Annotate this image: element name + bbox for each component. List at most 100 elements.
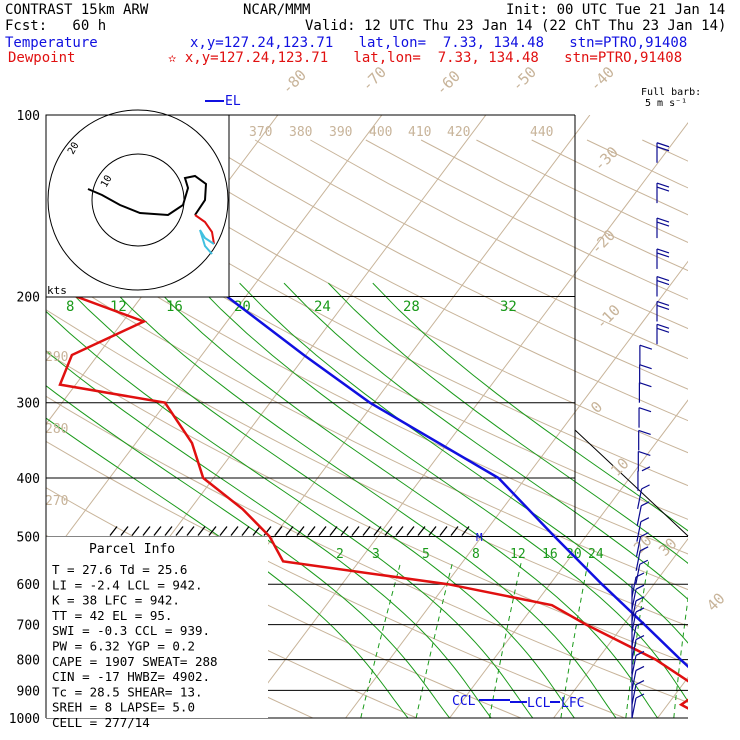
mixing-ratio-label: 16 xyxy=(542,547,558,562)
wind-barb xyxy=(631,670,637,691)
wind-barb-flag xyxy=(635,596,645,602)
dry-adiabat-line xyxy=(199,139,688,390)
wind-barb-flag xyxy=(639,546,649,552)
wind-barb xyxy=(631,611,637,633)
mixing-ratio-line xyxy=(360,561,402,718)
parcel-info-row: CELL = 277/14 xyxy=(52,715,150,730)
parcel-info-panel xyxy=(46,536,268,718)
valid-time: Valid: 12 UTC Thu 23 Jan 14 (22 ChT Thu … xyxy=(305,18,727,34)
hodograph-trace-black xyxy=(87,174,208,217)
isotherm-label: -80 xyxy=(278,66,310,98)
hodograph-ring-label: 10 xyxy=(99,174,115,190)
wind-barb-flag xyxy=(635,680,645,686)
pressure-label-200: 200 xyxy=(17,291,40,306)
wind-barb xyxy=(631,639,637,660)
dry-adiabat-label: 380 xyxy=(289,125,312,140)
isotherm-label: -30 xyxy=(590,143,622,175)
dry-adiabat-line xyxy=(46,351,688,665)
lfc-label: LFC xyxy=(561,696,584,711)
pressure-label-700: 700 xyxy=(17,619,40,634)
isotherm-label: -60 xyxy=(432,67,464,99)
wind-barb xyxy=(636,505,642,526)
wind-barb-flag xyxy=(638,450,651,456)
wind-barb-flag xyxy=(639,364,652,370)
isotherm-line xyxy=(657,676,688,718)
wind-barb-flag xyxy=(639,382,652,388)
parcel-info-row: TT = 42 EL = 95. xyxy=(52,608,172,623)
dry-adiabat-label: 280 xyxy=(45,422,68,437)
wind-barb xyxy=(631,600,637,621)
barb-legend-units: 5 m s⁻¹ xyxy=(645,98,687,109)
dewpoint-legend: Dewpoint xyxy=(8,50,76,66)
wind-barb-flag xyxy=(635,650,645,656)
mixing-ratio-label: 3 xyxy=(372,547,380,562)
wind-barb xyxy=(631,626,637,647)
mixing-ratio-label: 12 xyxy=(510,547,526,562)
isotherm-line xyxy=(46,115,383,564)
wind-barb-flag xyxy=(640,501,650,507)
wind-barb-flag xyxy=(639,559,649,565)
hodograph-units: kts xyxy=(47,284,67,297)
parcel-info-row: Tc = 28.5 SHEAR= 13. xyxy=(52,684,203,699)
isotherm-label: -20 xyxy=(587,226,619,258)
wind-barb-flag xyxy=(641,484,650,490)
org-title: NCAR/MMM xyxy=(243,2,311,18)
dry-adiabat-line xyxy=(46,267,688,591)
mixing-ratio-label: 2 xyxy=(336,547,344,562)
isotherm-line xyxy=(345,260,688,718)
hodograph-ring-outer xyxy=(47,109,229,291)
moist-adiabat-line xyxy=(61,282,576,718)
moist-adiabat-line xyxy=(283,282,688,601)
wind-barb-flag xyxy=(656,327,670,333)
wind-barb-flag xyxy=(635,572,645,578)
wind-barb xyxy=(635,564,641,585)
dry-adiabat-label: 390 xyxy=(329,125,352,140)
wind-barb xyxy=(631,576,637,598)
dry-adiabat-line xyxy=(46,226,688,555)
wind-barb-flag xyxy=(656,146,670,152)
wind-barb-flag xyxy=(656,221,670,227)
wind-barb xyxy=(631,655,637,676)
dry-adiabat-line xyxy=(254,139,688,360)
parcel-info-row: K = 38 LFC = 942. xyxy=(52,593,180,608)
wind-barb xyxy=(631,589,637,610)
wind-barb-flag xyxy=(656,142,670,148)
dry-adiabat-line xyxy=(46,186,688,520)
dry-adiabat-label: 440 xyxy=(530,125,553,140)
wind-barb-flag xyxy=(656,300,670,307)
isotherm-label: -40 xyxy=(586,63,618,95)
mixing-ratio-line xyxy=(625,561,650,718)
wind-barb xyxy=(631,684,637,705)
pressure-label-1000: 1000 xyxy=(9,712,40,727)
mixing-ratio-label: 24 xyxy=(588,547,604,562)
parcel-info-row: PW = 6.32 YGP = 0.2 xyxy=(52,639,195,654)
dry-adiabat-label: 290 xyxy=(45,350,68,365)
moist-adiabat-line xyxy=(150,282,659,718)
wind-barb-flag xyxy=(656,217,670,223)
dewpoint-profile xyxy=(46,274,688,710)
wind-barb-flag xyxy=(641,466,651,472)
mixing-ratio-label: 8 xyxy=(472,547,480,562)
wind-barb-flag xyxy=(639,344,653,350)
wind-barb-flag xyxy=(635,607,645,613)
barb-legend-title: Full barb: xyxy=(641,87,701,98)
pressure-label-900: 900 xyxy=(17,684,40,699)
dry-adiabat-line xyxy=(310,139,688,330)
isotherm-label: 30 xyxy=(655,534,681,560)
parcel-info-row: SREH = 8 LAPSE= 5.0 xyxy=(52,700,195,715)
dry-adiabat-label: 420 xyxy=(447,125,470,140)
mixing-ratio-line xyxy=(489,561,522,718)
wind-barb-flag xyxy=(635,665,645,671)
parcel-info-row: LI = -2.4 LCL = 942. xyxy=(52,577,203,592)
pressure-label-400: 400 xyxy=(17,472,40,487)
moist-adiabat-label: 28 xyxy=(403,299,420,315)
wind-barb-flag xyxy=(656,186,670,192)
wind-barb-flag xyxy=(656,304,670,311)
lcl-label: LCL xyxy=(527,696,551,711)
isotherm-line xyxy=(241,121,688,718)
wind-barb-flag xyxy=(656,182,670,188)
hatch-marks-500 xyxy=(109,526,470,536)
wind-barb xyxy=(635,536,642,557)
dry-adiabat-line xyxy=(88,139,688,454)
